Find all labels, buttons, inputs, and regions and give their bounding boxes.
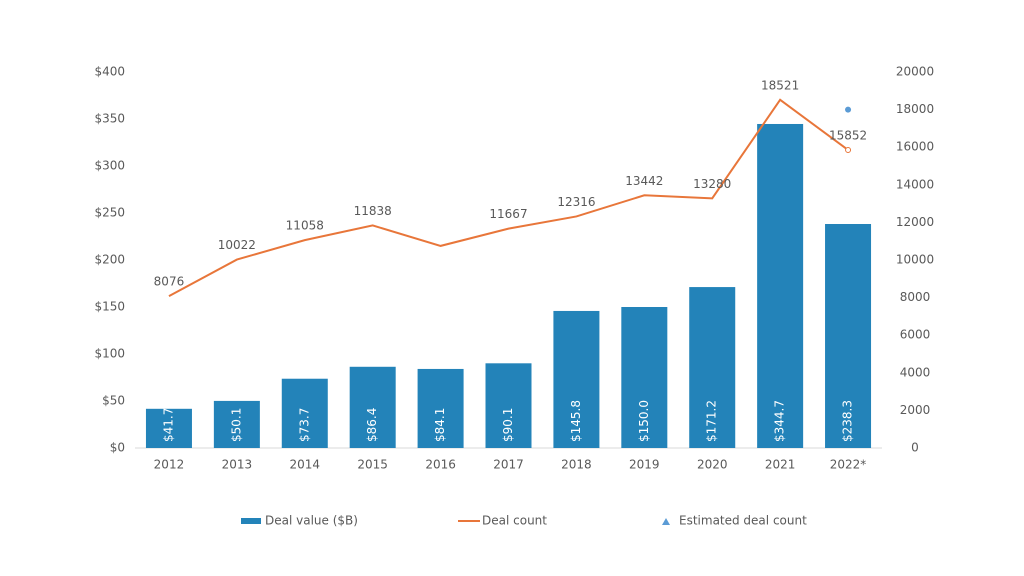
line-value-label: 11667 — [489, 207, 527, 221]
x-tick-label: 2015 — [357, 458, 388, 472]
x-tick-label: 2014 — [289, 458, 320, 472]
legend-label: Estimated deal count — [679, 514, 807, 528]
y2-tick-label: 2000 — [900, 403, 931, 417]
y-tick-label: $300 — [94, 159, 125, 173]
bar — [213, 400, 260, 448]
y2-tick-label: 10000 — [896, 253, 934, 267]
x-tick-label: 2013 — [222, 458, 253, 472]
line-value-label: 13442 — [625, 174, 663, 188]
x-tick-label: 2020 — [697, 458, 728, 472]
bar — [553, 310, 600, 448]
x-tick-label: 2016 — [425, 458, 456, 472]
line-value-label: 11838 — [354, 204, 392, 218]
legend-swatch — [662, 518, 670, 525]
bar-value-label: $150.0 — [637, 400, 651, 442]
bar-value-label: $145.8 — [569, 400, 583, 442]
y2-tick-label: 18000 — [896, 102, 934, 116]
y2-tick-label: 4000 — [900, 365, 931, 379]
bar — [621, 307, 668, 448]
y2-tick-label: 0 — [911, 441, 919, 455]
bar — [417, 368, 464, 448]
bar-value-label: $84.1 — [433, 408, 447, 442]
bar-value-label: $50.1 — [229, 408, 243, 442]
x-tick-label: 2021 — [765, 458, 796, 472]
bar — [485, 363, 532, 448]
bar-value-label: $90.1 — [501, 408, 515, 442]
line-value-label: 11058 — [286, 219, 324, 233]
x-tick-label: 2017 — [493, 458, 524, 472]
line-value-label: 13280 — [693, 177, 731, 191]
legend-label: Deal count — [482, 514, 547, 528]
line-value-label: 12316 — [557, 195, 595, 209]
line-value-label: 15852 — [829, 128, 867, 142]
point — [845, 106, 852, 113]
line-end-marker — [845, 146, 852, 153]
x-tick-label: 2012 — [154, 458, 185, 472]
x-tick-label: 2018 — [561, 458, 592, 472]
y-tick-label: $350 — [94, 112, 125, 126]
bar-value-label: $238.3 — [841, 400, 855, 442]
y-tick-label: $250 — [94, 206, 125, 220]
line-value-label: 10022 — [218, 238, 256, 252]
bar-value-label: $73.7 — [297, 408, 311, 442]
y2-tick-label: 12000 — [896, 215, 934, 229]
y-tick-label: $150 — [94, 300, 125, 314]
y-tick-label: $100 — [94, 347, 125, 361]
bar — [825, 223, 872, 448]
y-tick-label: $0 — [110, 441, 125, 455]
bar — [145, 408, 192, 448]
bar — [689, 287, 736, 448]
bar — [757, 123, 804, 449]
y2-tick-label: 16000 — [896, 140, 934, 154]
bar-value-label: $171.2 — [705, 400, 719, 442]
line-value-label: 18521 — [761, 78, 799, 92]
bar-value-label: $41.7 — [161, 408, 175, 442]
bar-value-label: $344.7 — [773, 400, 787, 442]
legend-label: Deal value ($B) — [265, 514, 358, 528]
line — [168, 98, 849, 298]
y2-tick-label: 20000 — [896, 65, 934, 79]
bar — [349, 366, 396, 448]
legend-swatch — [241, 518, 261, 524]
y2-tick-label: 6000 — [900, 328, 931, 342]
x-tick-label: 2019 — [629, 458, 660, 472]
line-value-label: 8076 — [154, 275, 185, 289]
y-tick-label: $400 — [94, 65, 125, 79]
bar-value-label: $86.4 — [365, 408, 379, 442]
y2-tick-label: 14000 — [896, 177, 934, 191]
y-tick-label: $200 — [94, 253, 125, 267]
bar — [281, 378, 328, 448]
x-tick-label: 2022* — [830, 458, 867, 472]
y-tick-label: $50 — [102, 394, 125, 408]
y2-tick-label: 8000 — [900, 290, 931, 304]
